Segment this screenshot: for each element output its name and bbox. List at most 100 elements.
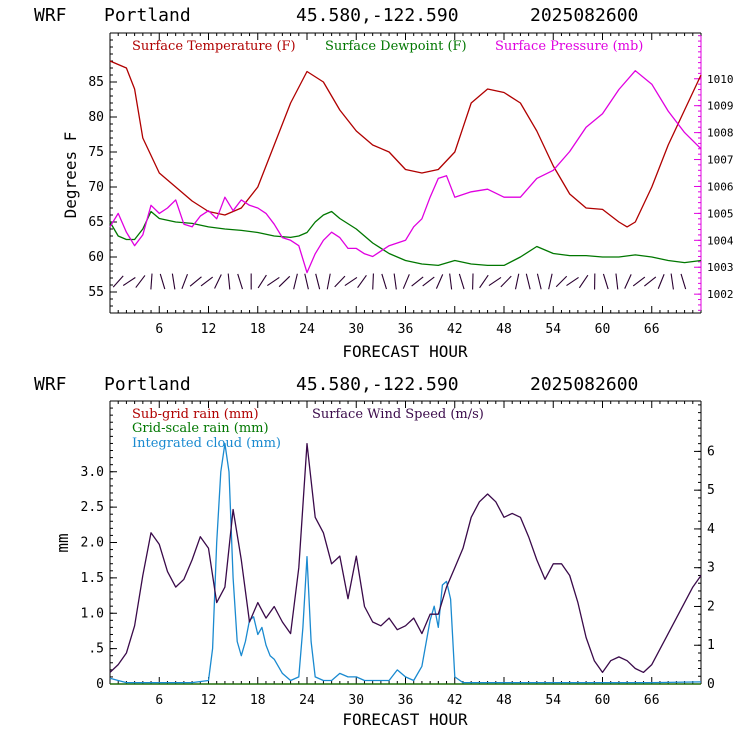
y-tick-label: 2.5	[81, 500, 104, 515]
series-line-surface-wind-speed-m-s	[109, 442, 702, 674]
wind-barb	[525, 273, 531, 290]
y2-tick-label: 5	[707, 483, 715, 498]
wind-barb	[267, 276, 280, 287]
x-tick-label: 66	[644, 322, 660, 337]
wind-barb	[536, 273, 542, 290]
y2-tick-label: 1	[707, 638, 715, 653]
y2-tick-label: 1010	[707, 73, 734, 86]
wind-barb	[449, 273, 453, 290]
x-tick-label: 42	[447, 322, 463, 337]
legend-temperature: Surface Temperature (F)	[132, 39, 296, 54]
y2-tick-label: 6	[707, 444, 715, 459]
wind-barb	[381, 273, 388, 290]
wind-barb	[293, 273, 298, 290]
wind-barb	[644, 276, 657, 287]
wind-barb	[159, 273, 166, 290]
y-tick-label: 85	[88, 75, 104, 90]
wind-barb	[615, 273, 619, 290]
legend-pressure: Surface Pressure (mb)	[495, 39, 643, 54]
x-axis-label: FORECAST HOUR	[342, 342, 468, 361]
x-tick-label: 48	[496, 693, 512, 708]
wind-barb	[214, 274, 222, 289]
wind-barb	[326, 273, 331, 290]
wind-barb	[357, 274, 367, 289]
x-tick-label: 54	[545, 322, 561, 337]
x-tick-label: 6	[155, 693, 163, 708]
wind-barb	[171, 273, 176, 290]
y-tick-label: 1.5	[81, 571, 104, 586]
wind-barb	[135, 275, 146, 288]
header-coords: 45.580,-122.590	[296, 5, 459, 26]
legend-gridscale-rain: Grid-scale rain (mm)	[132, 421, 269, 436]
wind-barb	[458, 273, 465, 290]
x-tick-label: 18	[250, 693, 266, 708]
x-tick-label: 6	[155, 322, 163, 337]
wind-barb	[372, 273, 374, 290]
wind-barb	[181, 273, 188, 290]
x-tick-label: 60	[595, 693, 611, 708]
wind-barb	[237, 273, 243, 290]
x-tick-label: 42	[447, 693, 463, 708]
series-line-surface-dewpoint-f	[109, 210, 702, 267]
y-tick-label: 55	[88, 285, 104, 300]
y2-tick-label: 1005	[707, 207, 734, 220]
wind-barb	[632, 276, 646, 287]
wind-barb	[393, 273, 397, 290]
y-tick-label: 75	[88, 145, 104, 160]
wind-barb	[189, 276, 202, 287]
y-tick-label: 70	[88, 180, 104, 195]
wind-barb	[680, 273, 687, 290]
x-tick-label: 54	[545, 693, 561, 708]
y-tick-label: 65	[88, 215, 104, 230]
temperature-pressure-panel: WRF Portland 45.580,-122.590 2025082600 …	[34, 5, 734, 361]
wind-barb	[435, 274, 444, 289]
wind-barb	[624, 274, 632, 289]
wind-barb	[411, 276, 424, 287]
legend-integrated-cloud: Integrated cloud (mm)	[132, 436, 281, 451]
wind-barb	[315, 273, 321, 290]
wind-barb	[602, 273, 609, 290]
y2-tick-label: 1002	[707, 288, 734, 301]
wind-barb	[150, 273, 153, 290]
y-tick-label: 1.0	[81, 606, 104, 621]
y-tick-label: 0	[96, 677, 104, 692]
wind-barb	[422, 276, 435, 287]
x-tick-label: 36	[398, 693, 414, 708]
y2-tick-label: 1003	[707, 261, 734, 274]
y-tick-label: .5	[88, 642, 104, 657]
header-run: 2025082600	[530, 5, 638, 26]
x-tick-label: 36	[398, 322, 414, 337]
wind-barb	[670, 273, 674, 290]
y-tick-label: 60	[88, 250, 104, 265]
wind-barb	[566, 276, 579, 287]
y-tick-label: 2.0	[81, 536, 104, 551]
legend-wind-speed: Surface Wind Speed (m/s)	[312, 407, 484, 422]
legend-subgrid-rain: Sub-grid rain (mm)	[132, 407, 259, 422]
y-axis-label: mm	[53, 533, 72, 552]
header-coords: 45.580,-122.590	[296, 374, 459, 395]
wind-barb	[304, 273, 309, 290]
x-tick-label: 12	[201, 322, 217, 337]
wind-barb	[500, 275, 512, 288]
wind-barb	[278, 275, 291, 288]
wind-barb	[479, 274, 489, 289]
x-tick-label: 30	[348, 322, 364, 337]
header-location: Portland	[104, 374, 191, 395]
wind-barb	[548, 273, 553, 290]
y2-tick-label: 1008	[707, 127, 734, 140]
y2-tick-label: 4	[707, 522, 715, 537]
x-tick-label: 24	[299, 693, 315, 708]
y-axis-label: Degrees F	[61, 132, 80, 219]
y2-tick-label: 1006	[707, 180, 734, 193]
series-line-surface-pressure-mb	[109, 70, 702, 274]
y-tick-label: 80	[88, 110, 104, 125]
wind-barb	[657, 274, 665, 289]
wind-barb	[514, 273, 520, 290]
header-run: 2025082600	[530, 374, 638, 395]
y2-tick-label: 2	[707, 599, 715, 614]
y2-tick-label: 1007	[707, 154, 734, 167]
y2-tick-label: 0	[707, 677, 715, 692]
y2-tick-label: 1004	[707, 234, 734, 247]
wind-barb	[257, 274, 267, 289]
